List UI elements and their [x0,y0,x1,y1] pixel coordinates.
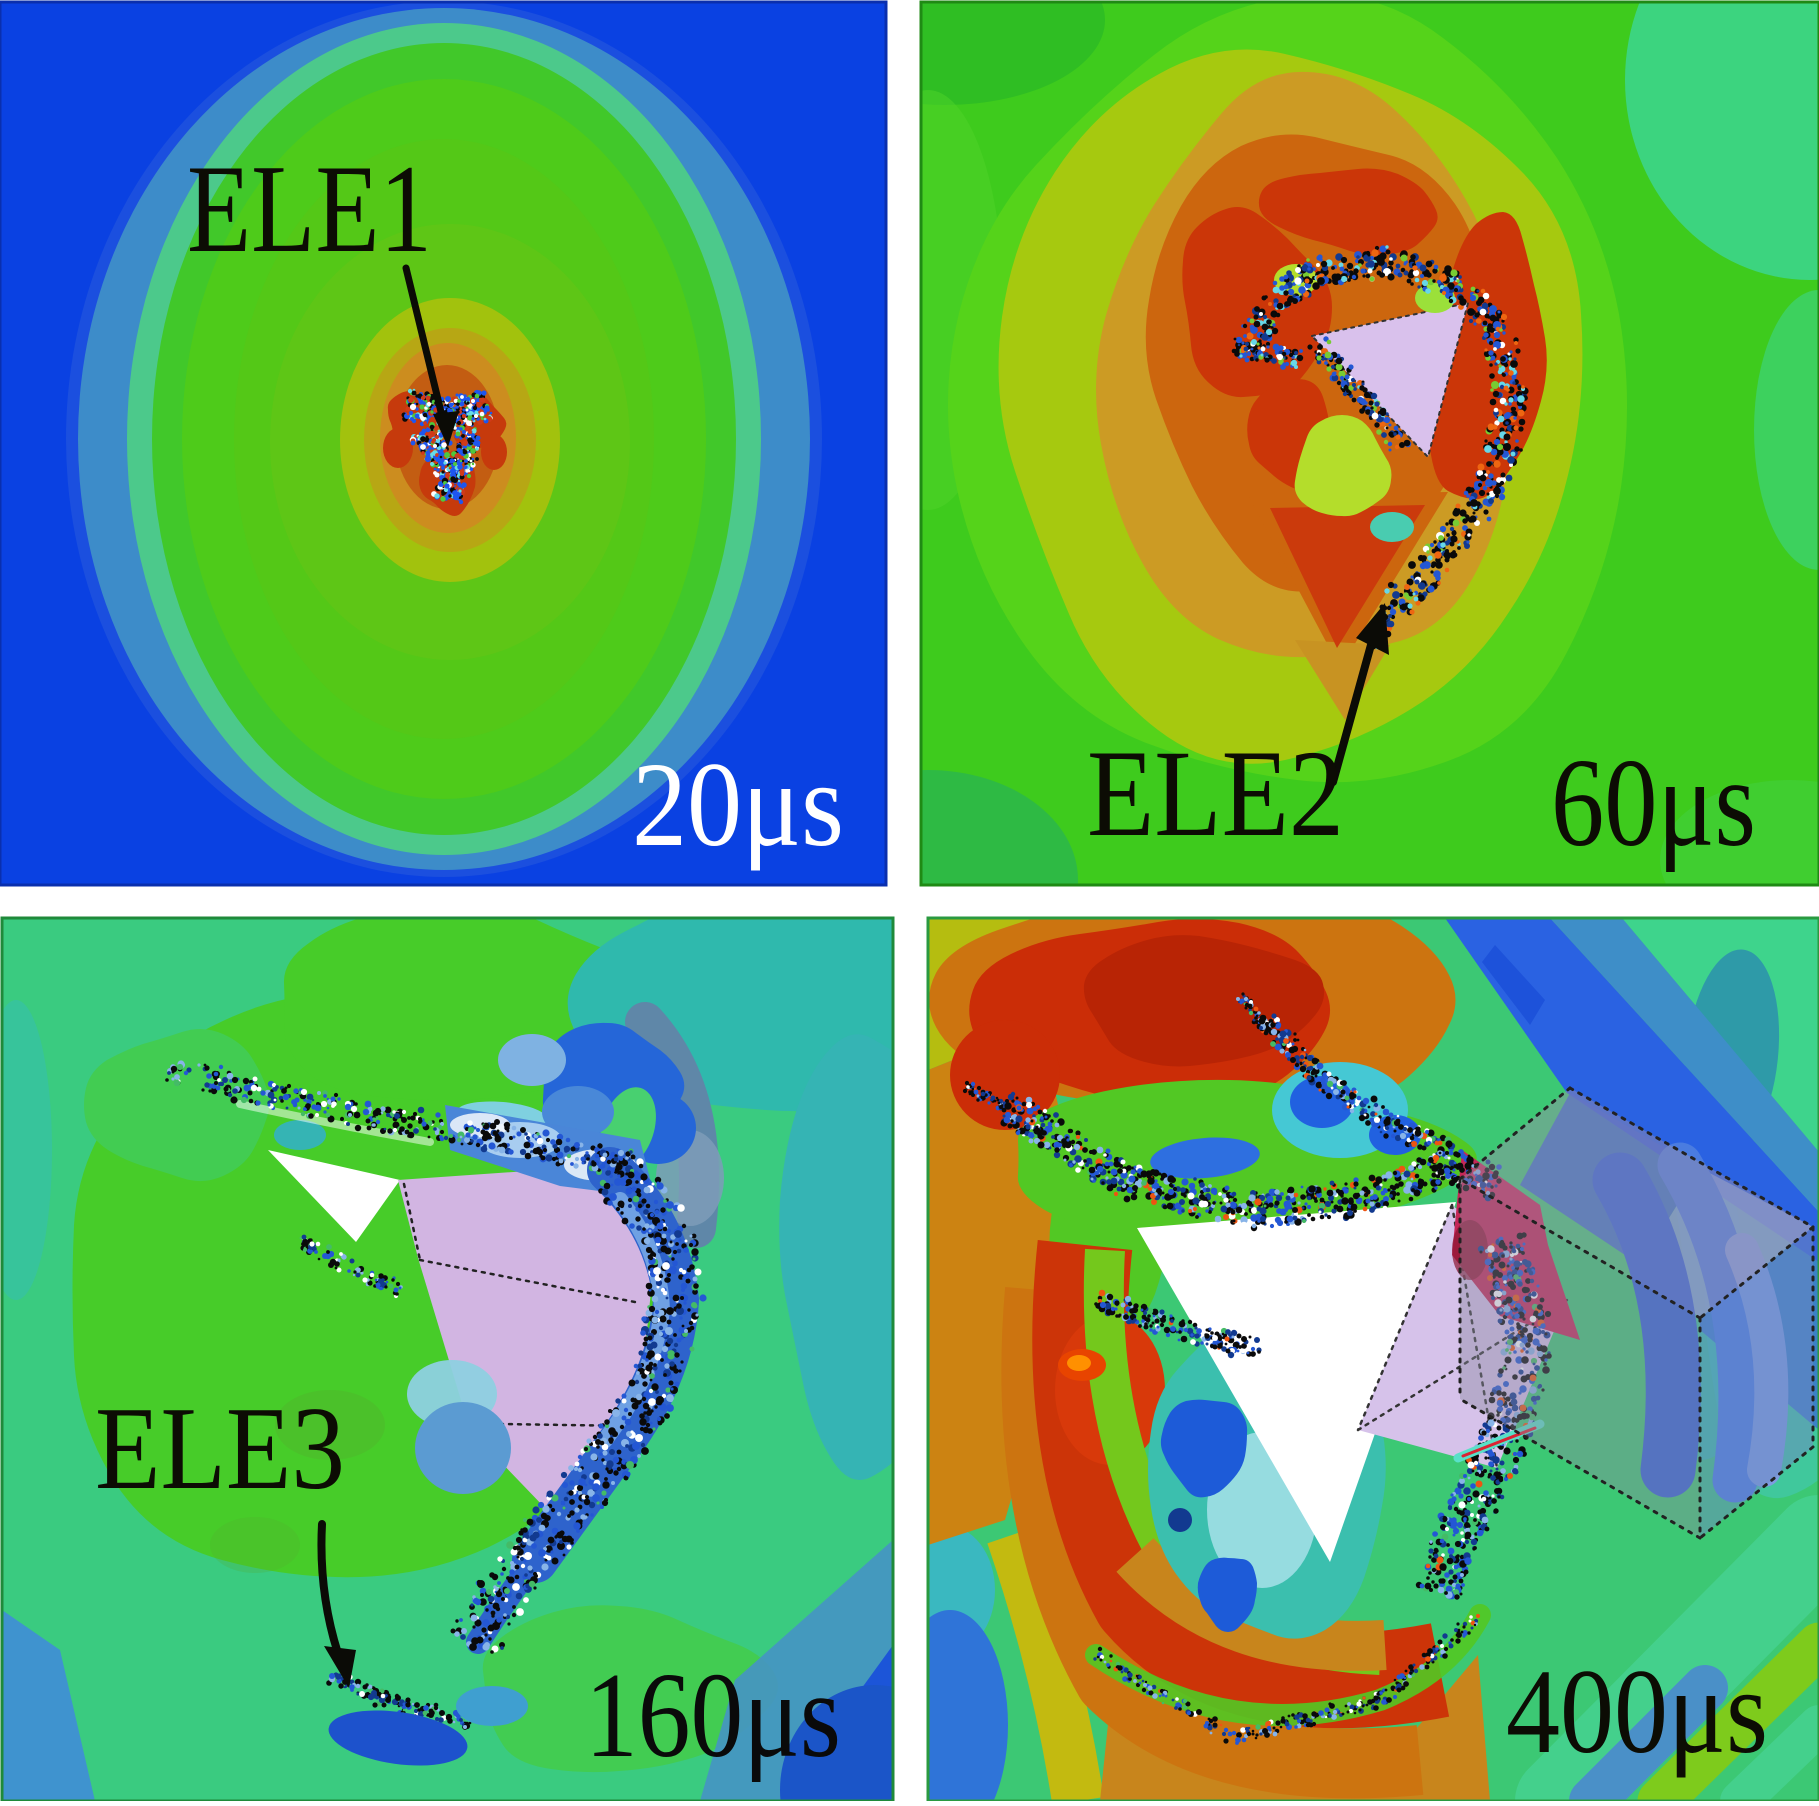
svg-text:20μs: 20μs [632,738,844,872]
svg-text:60μs: 60μs [1551,734,1756,873]
svg-text:160μs: 160μs [585,1648,841,1783]
svg-text:ELE1: ELE1 [187,140,432,279]
svg-text:ELE3: ELE3 [95,1382,345,1514]
svg-text:ELE2: ELE2 [1087,725,1344,862]
